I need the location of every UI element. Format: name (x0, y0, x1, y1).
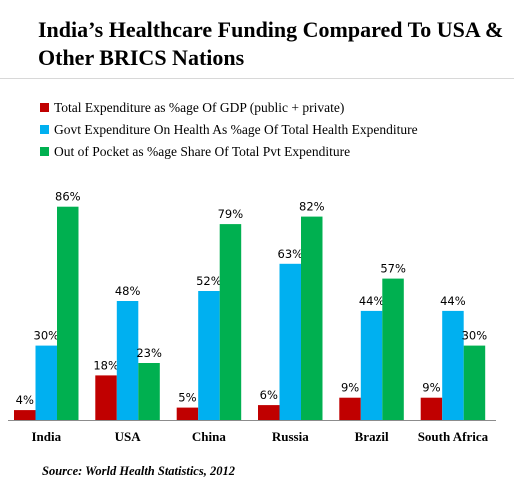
bar-russia-series-2 (279, 263, 301, 420)
bar-india-series-2 (35, 345, 57, 420)
legend-label: Govt Expenditure On Health As %age Of To… (54, 122, 418, 137)
bar-brazil-series-2 (360, 310, 383, 420)
title-divider (0, 78, 514, 79)
data-label: 57% (380, 262, 406, 276)
legend-swatch-blue (40, 125, 49, 134)
category-label: India (31, 429, 61, 444)
chart-title: India’s Healthcare Funding Compared To U… (38, 17, 504, 70)
bar-india-series-1 (14, 410, 36, 420)
bar-usa-series-2 (116, 301, 139, 420)
data-label: 44% (440, 294, 466, 308)
bar-china-series-3 (219, 224, 242, 420)
bar-russia-series-1 (258, 405, 280, 420)
chart-legend: Total Expenditure as %age Of GDP (public… (40, 101, 418, 167)
source-note: Source: World Health Statistics, 2012 (42, 464, 235, 478)
data-label: 9% (422, 381, 440, 395)
bar-india-series-3 (57, 206, 79, 420)
bar-russia-series-3 (301, 216, 323, 420)
bar-brazil-series-1 (339, 397, 361, 420)
legend-label: Total Expenditure as %age Of GDP (public… (54, 100, 345, 115)
data-label: 9% (341, 381, 359, 395)
data-label: 48% (115, 284, 141, 298)
bar-usa-series-3 (138, 363, 160, 420)
data-label: 63% (278, 247, 304, 261)
bar-south-africa-series-1 (420, 397, 443, 420)
data-label: 4% (16, 393, 34, 407)
data-label: 82% (299, 200, 325, 214)
bar-south-africa-series-2 (442, 310, 464, 420)
legend-swatch-green (40, 147, 49, 156)
bar-china-series-2 (198, 291, 220, 420)
bar-brazil-series-3 (382, 278, 404, 420)
legend-label: Out of Pocket as %age Share Of Total Pvt… (54, 144, 351, 159)
data-label: 30% (462, 329, 488, 343)
legend-item-gdp: Total Expenditure as %age Of GDP (public… (40, 101, 418, 123)
category-label: China (192, 429, 226, 444)
bar-china-series-1 (176, 407, 199, 420)
category-label: Russia (272, 429, 309, 444)
category-label: USA (115, 429, 142, 444)
data-label: 44% (359, 294, 385, 308)
data-label: 52% (196, 274, 222, 288)
data-label: 18% (93, 358, 119, 372)
legend-swatch-red (40, 103, 49, 112)
category-label: Brazil (355, 429, 389, 444)
data-label: 86% (55, 190, 81, 204)
category-label: South Africa (418, 429, 489, 444)
data-label: 5% (178, 391, 196, 405)
legend-item-oop: Out of Pocket as %age Share Of Total Pvt… (40, 145, 418, 167)
data-label: 23% (136, 346, 162, 360)
data-label: 79% (218, 207, 244, 221)
bar-usa-series-1 (95, 375, 117, 420)
bar-south-africa-series-3 (463, 345, 486, 420)
data-label: 30% (34, 329, 60, 343)
legend-item-govt: Govt Expenditure On Health As %age Of To… (40, 123, 418, 145)
data-label: 6% (260, 388, 278, 402)
